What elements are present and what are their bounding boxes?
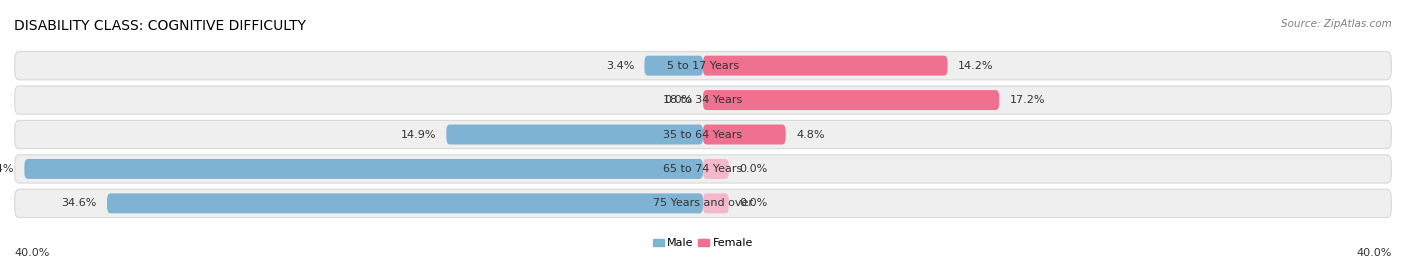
Text: 3.4%: 3.4% — [606, 61, 634, 71]
Legend: Male, Female: Male, Female — [648, 234, 758, 253]
Text: 14.2%: 14.2% — [957, 61, 994, 71]
FancyBboxPatch shape — [14, 155, 1392, 183]
Text: 35 to 64 Years: 35 to 64 Years — [664, 129, 742, 140]
Text: 0.0%: 0.0% — [665, 95, 693, 105]
FancyBboxPatch shape — [703, 90, 1000, 110]
FancyBboxPatch shape — [446, 125, 703, 144]
Text: 40.0%: 40.0% — [1357, 248, 1392, 258]
FancyBboxPatch shape — [14, 86, 1392, 114]
FancyBboxPatch shape — [107, 193, 703, 213]
Text: 18 to 34 Years: 18 to 34 Years — [664, 95, 742, 105]
Text: 17.2%: 17.2% — [1010, 95, 1045, 105]
FancyBboxPatch shape — [14, 121, 1392, 148]
FancyBboxPatch shape — [644, 56, 703, 76]
Text: 0.0%: 0.0% — [740, 198, 768, 208]
FancyBboxPatch shape — [703, 159, 728, 179]
FancyBboxPatch shape — [703, 56, 948, 76]
Text: 40.0%: 40.0% — [14, 248, 49, 258]
Text: 14.9%: 14.9% — [401, 129, 436, 140]
Text: 5 to 17 Years: 5 to 17 Years — [666, 61, 740, 71]
Text: DISABILITY CLASS: COGNITIVE DIFFICULTY: DISABILITY CLASS: COGNITIVE DIFFICULTY — [14, 19, 307, 33]
Text: 65 to 74 Years: 65 to 74 Years — [664, 164, 742, 174]
Text: 39.4%: 39.4% — [0, 164, 14, 174]
FancyBboxPatch shape — [24, 159, 703, 179]
Text: Source: ZipAtlas.com: Source: ZipAtlas.com — [1281, 19, 1392, 29]
Text: 34.6%: 34.6% — [62, 198, 97, 208]
Text: 0.0%: 0.0% — [740, 164, 768, 174]
Text: 75 Years and over: 75 Years and over — [652, 198, 754, 208]
Text: 4.8%: 4.8% — [796, 129, 824, 140]
FancyBboxPatch shape — [703, 193, 728, 213]
FancyBboxPatch shape — [14, 52, 1392, 80]
FancyBboxPatch shape — [14, 189, 1392, 217]
FancyBboxPatch shape — [703, 125, 786, 144]
